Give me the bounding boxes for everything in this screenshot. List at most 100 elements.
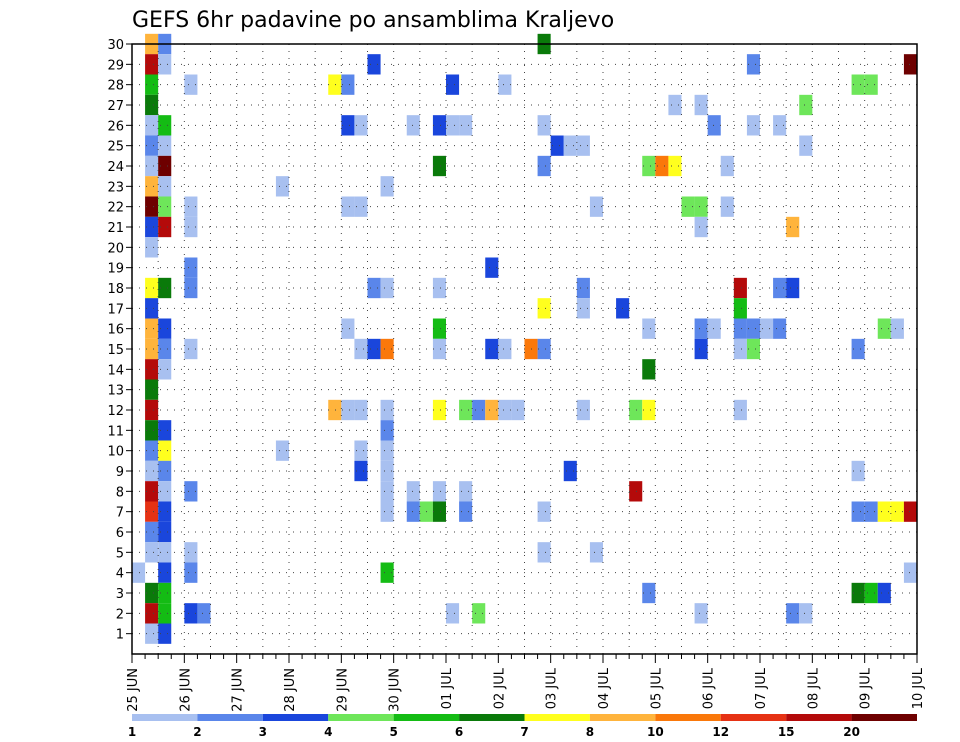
heatmap-cell [380, 399, 394, 421]
heatmap-cell [145, 318, 159, 339]
legend-label: 1 [128, 725, 136, 739]
y-tick-label: 11 [107, 424, 124, 439]
y-tick-label: 27 [107, 99, 124, 114]
heatmap-cell [498, 74, 512, 95]
heatmap-cell [733, 318, 747, 339]
x-tick-label: 07 JUL [754, 667, 769, 709]
heatmap-cell [145, 94, 159, 116]
heatmap-cell [851, 501, 865, 522]
heatmap-cell [341, 74, 355, 95]
heatmap-cell [668, 155, 682, 177]
heatmap-cell [145, 399, 159, 421]
heatmap-cell [158, 623, 172, 644]
heatmap-cell [537, 155, 551, 177]
heatmap-cell [459, 501, 473, 522]
y-tick-label: 16 [107, 323, 124, 338]
color-legend: 1 2 3 4 5 6 7 8 10 12 15 20 [128, 714, 917, 739]
heatmap-cell [864, 582, 878, 604]
heatmap-cell [145, 440, 159, 461]
heatmap-cell [380, 440, 394, 461]
legend-label: 4 [324, 725, 332, 739]
heatmap-cell [406, 481, 420, 502]
heatmap-cell [694, 603, 708, 624]
x-tick-label: 25 JUN [126, 668, 141, 712]
heatmap-cell [367, 277, 381, 299]
heatmap-cell [707, 115, 721, 136]
heatmap-cell [576, 298, 590, 319]
heatmap-cell [341, 318, 355, 339]
heatmap-cell [773, 277, 787, 299]
heatmap-cell [432, 155, 446, 177]
legend-swatch [851, 714, 917, 721]
heatmap-cell [432, 338, 446, 360]
heatmap-cell [158, 338, 172, 360]
legend-swatch [524, 714, 590, 721]
heatmap-cell [642, 155, 656, 177]
y-tick-label: 23 [107, 180, 124, 195]
heatmap-cell [694, 216, 708, 238]
heatmap-cell [890, 318, 904, 339]
heatmap-cell [459, 481, 473, 502]
y-tick-label: 8 [116, 485, 124, 500]
heatmap-cell [773, 318, 787, 339]
y-tick-label: 26 [107, 119, 124, 134]
legend-label: 8 [586, 725, 594, 739]
heatmap-cell [158, 420, 172, 441]
heatmap-cell [446, 603, 460, 624]
heatmap-cell [158, 155, 172, 177]
heatmap-cell [158, 196, 172, 217]
heatmap-cell [354, 399, 368, 421]
heatmap-cell [145, 338, 159, 360]
legend-label: 6 [455, 725, 463, 739]
legend-label: 2 [193, 725, 201, 739]
y-tick-label: 24 [107, 160, 124, 175]
heatmap-cell [145, 298, 159, 319]
heatmap-cell [158, 501, 172, 522]
heatmap-cell [184, 603, 198, 624]
heatmap-cell [354, 338, 368, 360]
heatmap-cell [589, 542, 603, 563]
heatmap-cell [406, 501, 420, 522]
heatmap-cell [380, 460, 394, 482]
heatmap-cell [184, 542, 198, 563]
x-tick-label: 03 JUL [545, 667, 560, 709]
y-tick-label: 30 [107, 38, 124, 53]
heatmap-cell [158, 562, 172, 583]
legend-label: 20 [843, 725, 860, 739]
heatmap-cell [158, 521, 172, 543]
heatmap-cell [537, 115, 551, 136]
legend-label: 5 [389, 725, 397, 739]
heatmap-cell [145, 501, 159, 522]
heatmap-cell [799, 94, 813, 116]
heatmap-cell [485, 338, 499, 360]
heatmap-cell [184, 562, 198, 583]
heatmap-cell [380, 338, 394, 360]
x-tick-label: 04 JUL [597, 667, 612, 709]
heatmap-cell [158, 359, 172, 380]
heatmap-cell [341, 115, 355, 136]
heatmap-cell [145, 623, 159, 644]
y-axis-ticks: 1234567891011121314151617181920212223242… [107, 38, 132, 643]
y-tick-label: 20 [107, 241, 124, 256]
x-tick-label: 26 JUN [178, 668, 193, 712]
y-tick-label: 6 [116, 526, 124, 541]
heatmap-cell [158, 115, 172, 136]
y-tick-label: 1 [116, 628, 124, 643]
heatmap-cell [158, 460, 172, 482]
heatmap-cell [760, 318, 774, 339]
heatmap-cell [799, 135, 813, 156]
heatmap-cell [145, 216, 159, 238]
y-tick-label: 28 [107, 79, 124, 94]
y-tick-label: 17 [107, 302, 124, 317]
heatmap-cell [576, 135, 590, 156]
y-tick-label: 29 [107, 58, 124, 73]
heatmap-cell [132, 562, 146, 583]
heatmap-cell [380, 277, 394, 299]
heatmap-cell [642, 359, 656, 380]
heatmap-cell [145, 74, 159, 95]
heatmap-cell [158, 277, 172, 299]
heatmap-cell [432, 115, 446, 136]
heatmap-cell [432, 481, 446, 502]
heatmap-cell [145, 582, 159, 604]
heatmap-cell [694, 94, 708, 116]
